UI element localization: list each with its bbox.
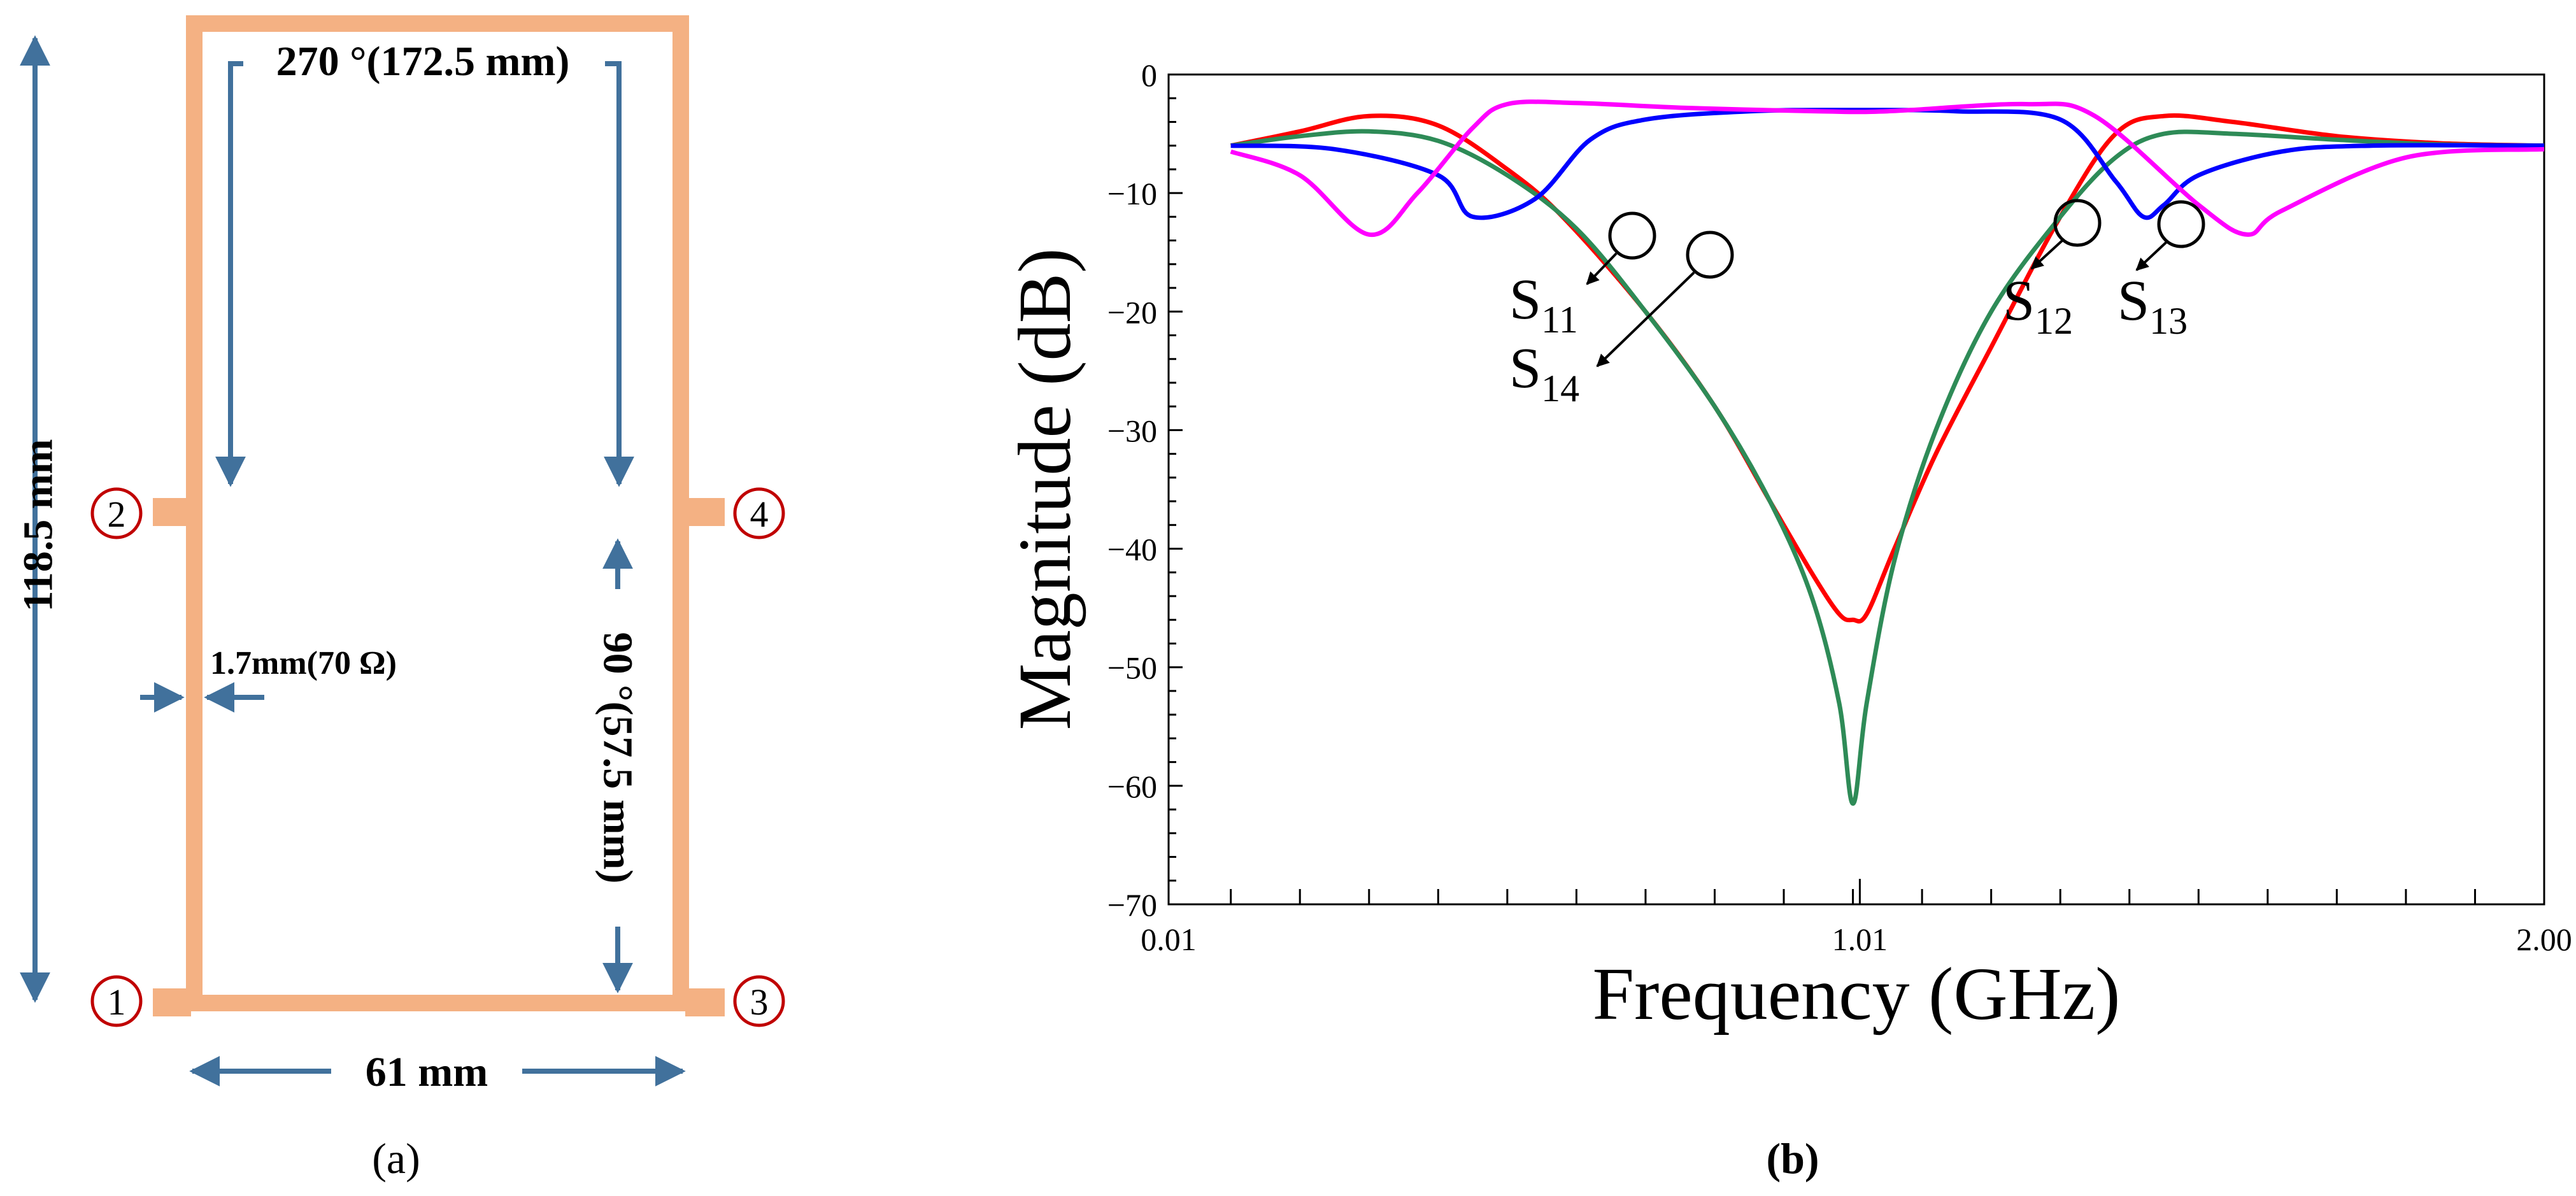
top-line-label: 270 °(172.5 mm) <box>276 38 570 85</box>
top-line-left-arrow <box>215 61 246 487</box>
annotation-arrow-s14 <box>1596 271 1695 367</box>
label-s13: S13 <box>2117 269 2188 342</box>
curve-annotations <box>1586 199 2205 367</box>
caption-a: (a) <box>372 1134 420 1183</box>
label-s11-sub: 11 <box>1541 299 1578 341</box>
label-s12-sub: 12 <box>2035 300 2073 342</box>
x-tick-label: 2.00 <box>2516 922 2572 957</box>
y-tick-label: −50 <box>1107 650 1157 686</box>
top-line-right-arrow <box>604 61 634 487</box>
stub-port-2 <box>153 498 191 526</box>
top-trace <box>186 15 689 32</box>
panel-a-layout: 118.5 mm 61 mm 270 °(172.5 mm) 90 °(57.5… <box>15 15 785 1183</box>
x-tick-label: 0.01 <box>1141 922 1197 957</box>
label-s11-base: S <box>1509 268 1541 331</box>
stub-port-4 <box>685 498 725 526</box>
line-width-label: 1.7mm(70 Ω) <box>210 645 397 681</box>
series-s12-line <box>1230 108 2544 220</box>
annotation-circle-s12 <box>2053 199 2102 247</box>
series-s13-line <box>1230 99 2544 237</box>
y-axis-ticks: 0 −10 −20 −30 −40 −50 −60 −70 <box>1107 57 1183 923</box>
dimension-arrows <box>20 35 686 1086</box>
y-axis-label: Magnitude (dB) <box>1003 248 1086 730</box>
top-line-label-bg <box>247 33 601 87</box>
height-label: 118.5 mm <box>15 439 62 611</box>
annotation-circle-s14 <box>1686 231 1734 279</box>
label-s12-base: S <box>2003 269 2035 332</box>
port-markers: 1 2 3 4 <box>90 487 785 1027</box>
width-label-bg <box>331 1048 522 1096</box>
label-s14: S14 <box>1509 337 1579 409</box>
label-s14-sub: 14 <box>1541 367 1579 409</box>
y-tick-label: −60 <box>1107 769 1157 804</box>
label-s14-base: S <box>1509 337 1541 400</box>
x-axis-ticks: 0.01 1.01 2.00 <box>1141 879 2572 957</box>
annotation-circle-s11 <box>1608 211 1656 260</box>
port-2-label: 2 <box>108 494 126 535</box>
bottom-trace <box>186 995 689 1011</box>
label-s13-sub: 13 <box>2149 300 2188 342</box>
stub-port-1 <box>153 988 191 1016</box>
port-4-marker: 4 <box>733 487 785 539</box>
series-s11-line <box>1230 113 2544 624</box>
y-tick-label: 0 <box>1141 57 1157 93</box>
y-tick-label: −20 <box>1107 294 1157 330</box>
port-2-marker: 2 <box>90 487 143 539</box>
y-tick-label: −70 <box>1107 887 1157 923</box>
annotation-arrow-s12 <box>2030 239 2063 270</box>
width-label: 61 mm <box>366 1049 488 1095</box>
curves <box>1230 99 2544 806</box>
y-tick-label: −40 <box>1107 532 1157 567</box>
port-3-label: 3 <box>750 981 769 1023</box>
panel-b-chart: 0 −10 −20 −30 −40 −50 −60 −70 0.01 1.01 2.00 Magn… <box>1003 57 2572 1183</box>
plot-area: 0 −10 −20 −30 −40 −50 −60 −70 0.01 1.01 2.00 <box>1107 57 2572 957</box>
annotation-arrow-s11 <box>1586 252 1618 285</box>
series-s14-line <box>1230 129 2544 806</box>
caption-b: (b) <box>1766 1134 1819 1183</box>
label-s13-base: S <box>2117 269 2149 332</box>
y-tick-label: −10 <box>1107 176 1157 211</box>
port-1-label: 1 <box>108 981 126 1023</box>
x-tick-label: 1.01 <box>1832 922 1888 957</box>
y-tick-label: −30 <box>1107 413 1157 448</box>
coupler-traces <box>153 15 725 1016</box>
plot-frame <box>1167 73 2545 906</box>
port-4-label: 4 <box>750 494 769 535</box>
label-s11: S11 <box>1509 268 1578 341</box>
right-line-label: 90 °(57.5 mm) <box>595 632 641 884</box>
stub-port-3 <box>685 988 725 1016</box>
port-3-marker: 3 <box>733 975 785 1027</box>
annotation-arrow-s13 <box>2135 241 2168 271</box>
annotation-circle-s13 <box>2157 200 2205 248</box>
port-1-marker: 1 <box>90 975 143 1027</box>
label-s12: S12 <box>2003 269 2073 342</box>
x-axis-label: Frequency (GHz) <box>1593 952 2121 1036</box>
